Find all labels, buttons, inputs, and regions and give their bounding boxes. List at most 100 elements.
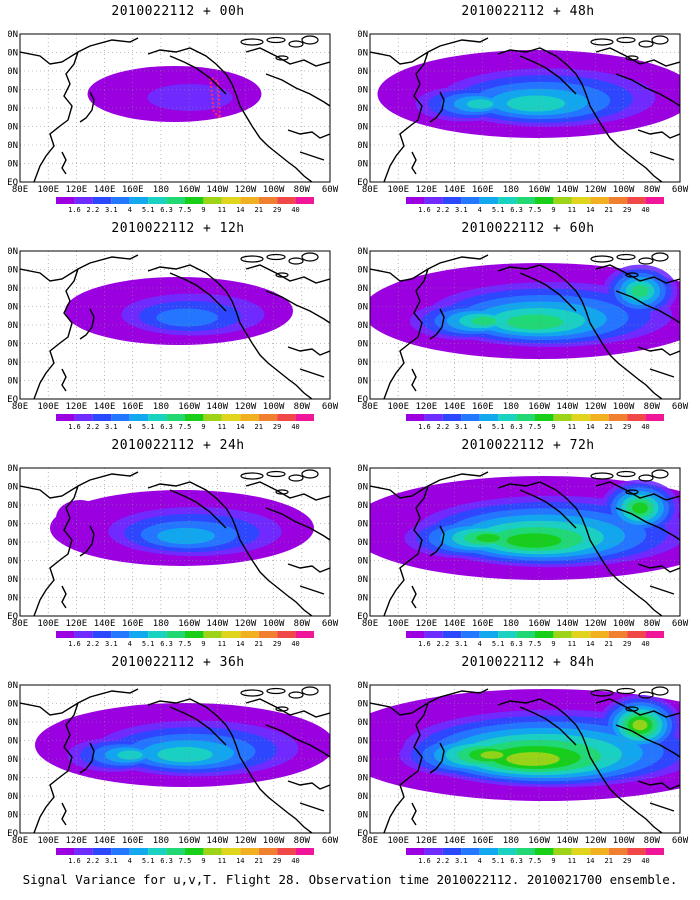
colorbar-swatch [424, 631, 443, 638]
colorbar-label: 5.1 [492, 857, 505, 865]
colorbar-label: 14 [586, 206, 594, 214]
panel-title: 2010022112 + 00h [111, 4, 245, 19]
colorbar-label: 4 [478, 640, 482, 648]
longitude-label: 80E [362, 836, 378, 846]
colorbar-label: 21 [254, 640, 262, 648]
latitude-label: 20N [358, 358, 368, 368]
latitude-label: 70N [358, 49, 368, 59]
colorbar-label: 40 [641, 857, 649, 865]
longitude-label: 80E [362, 402, 378, 412]
colorbar-label: 7.5 [529, 423, 542, 431]
colorbar-swatch [148, 197, 167, 204]
latitude-label: 50N [358, 303, 368, 313]
longitude-label: 140E [444, 185, 466, 195]
longitude-label: 100W [613, 402, 635, 412]
colorbar-swatch [166, 631, 185, 638]
colorbar-label: 7.5 [179, 640, 192, 648]
longitude-label: 120E [416, 619, 438, 629]
colorbar-swatch [258, 848, 278, 855]
longitude-label: 80W [294, 619, 311, 629]
colorbar-label: 40 [291, 423, 299, 431]
colorbar-label: 2.2 [87, 640, 100, 648]
forecast-panel: 2010022112 + 72h 80N 70N 60N 50N 40N 30N 20N 10N… [358, 434, 698, 649]
forecast-panel: 2010022112 + 60h 80N 70N 60N 50N 40N 30N 20N 10N… [358, 217, 698, 432]
colorbar-swatch [166, 414, 185, 421]
longitude-label: 80E [362, 185, 378, 195]
latitude-label: 30N [8, 340, 18, 350]
colorbar-swatch [461, 848, 480, 855]
latitude-label: 80N [358, 681, 368, 691]
longitude-label: 100E [387, 836, 409, 846]
latitude-label: 10N [358, 160, 368, 170]
colorbar-label: 5.1 [142, 857, 155, 865]
colorbar-label: 14 [586, 423, 594, 431]
colorbar-label: 2.2 [437, 206, 450, 214]
latitude-label: 80N [358, 30, 368, 40]
figure-caption: Signal Variance for u,v,T. Flight 28. Ob… [22, 872, 678, 887]
colorbar-swatch [277, 197, 296, 204]
colorbar-swatch [406, 631, 425, 638]
longitude-label: 80W [644, 836, 661, 846]
longitude-label: 80W [644, 402, 661, 412]
latitude-label: 10N [8, 594, 18, 604]
longitude-label: 180 [503, 836, 519, 846]
forecast-panel: 2010022112 + 00h 80N 70N 60N 50N 40N 30N 20N 10N… [8, 0, 348, 215]
latitude-label: EQ [8, 612, 18, 622]
latitude-label: 50N [358, 86, 368, 96]
longitude-label: 120W [235, 402, 257, 412]
colorbar-label: 9 [551, 206, 555, 214]
colorbar-label: 11 [218, 640, 226, 648]
longitude-label: 140W [556, 619, 578, 629]
colorbar-label: 7.5 [179, 206, 192, 214]
colorbar-label: 1.6 [68, 423, 81, 431]
longitude-label: 120W [585, 185, 607, 195]
latitude-label: 70N [8, 483, 18, 493]
colorbar-label: 14 [236, 640, 244, 648]
colorbar-swatch [129, 414, 149, 421]
latitude-label: 40N [358, 321, 368, 331]
forecast-panel: 2010022112 + 84h 80N 70N 60N 50N 40N 30N 20N 10N… [358, 651, 698, 866]
colorbar-swatch [166, 848, 185, 855]
longitude-label: 80E [12, 402, 28, 412]
colorbar-label: 5.1 [142, 640, 155, 648]
longitude-label: 160E [122, 185, 144, 195]
longitude-label: 140E [94, 402, 116, 412]
longitude-label: 180 [153, 185, 169, 195]
colorbar-swatch [203, 197, 222, 204]
colorbar-swatch [590, 197, 609, 204]
colorbar-label: 2.2 [437, 423, 450, 431]
colorbar-swatch [608, 848, 628, 855]
latitude-label: 50N [358, 737, 368, 747]
colorbar-label: 4 [478, 206, 482, 214]
colorbar-label: 6.3 [510, 857, 523, 865]
colorbar-label: 14 [236, 423, 244, 431]
colorbar-swatch [645, 414, 664, 421]
longitude-label: 160W [528, 185, 550, 195]
longitude-label: 100W [613, 836, 635, 846]
colorbar-label: 3.1 [455, 206, 468, 214]
colorbar-swatch [240, 631, 259, 638]
colorbar-label: 9 [201, 206, 205, 214]
longitude-label: 160W [178, 402, 200, 412]
latitude-label: 10N [8, 811, 18, 821]
colorbar-label: 11 [218, 857, 226, 865]
colorbar-label: 4 [128, 857, 132, 865]
longitude-label: 140E [444, 402, 466, 412]
panel-title: 2010022112 + 36h [111, 655, 245, 670]
colorbar-swatch [461, 414, 480, 421]
colorbar-swatch [203, 848, 222, 855]
colorbar-swatch [203, 631, 222, 638]
colorbar-label: 4 [128, 423, 132, 431]
colorbar-label: 14 [586, 640, 594, 648]
colorbar-label: 11 [568, 857, 576, 865]
colorbar-label: 11 [568, 423, 576, 431]
colorbar-label: 21 [254, 857, 262, 865]
longitude-label: 60W [672, 619, 689, 629]
colorbar-label: 7.5 [179, 423, 192, 431]
colorbar-swatch [627, 631, 646, 638]
latitude-label: EQ [8, 178, 18, 188]
colorbar-swatch [295, 414, 314, 421]
